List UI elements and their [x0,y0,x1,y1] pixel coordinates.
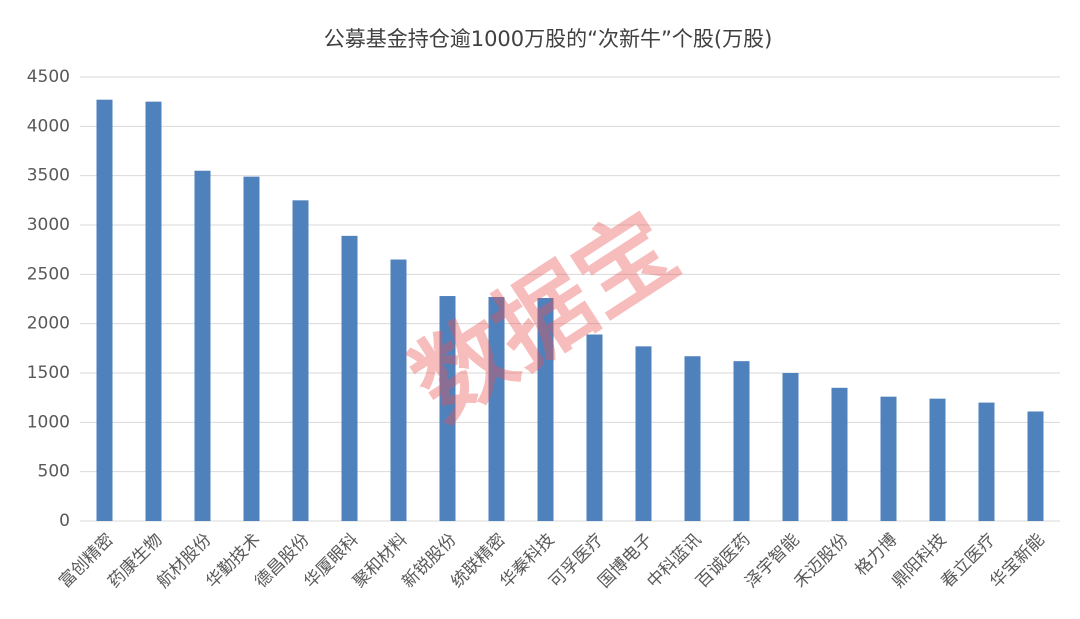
x-tick-label: 华宝新能 [986,530,1048,592]
bar [390,259,407,521]
bar [96,99,113,522]
y-tick-label: 2000 [27,314,70,334]
bar [635,346,652,521]
y-tick-label: 4500 [27,67,70,87]
bar [684,356,701,521]
bar [292,200,309,522]
bar [831,387,848,521]
bar [978,402,995,521]
bar [1027,411,1044,521]
bar [586,334,603,521]
bar [929,398,946,521]
bar [537,298,554,521]
bar [488,297,505,521]
y-tick-label: 1000 [27,412,70,432]
bar [733,361,750,521]
y-tick-label: 500 [38,462,70,482]
y-tick-label: 0 [59,511,70,531]
y-tick-label: 2500 [27,264,70,284]
y-tick-label: 4000 [27,116,70,136]
bar [439,296,456,521]
bar [341,235,358,521]
bar [145,101,162,522]
bar [880,396,897,521]
y-tick-label: 3000 [27,215,70,235]
bar [194,170,211,521]
chart-title: 公募基金持仓逾1000万股的“次新牛”个股(万股) [324,27,773,51]
x-tick-label: 禾迈股份 [790,530,852,592]
bar [243,176,260,522]
bar [782,373,799,521]
y-tick-label: 3500 [27,166,70,186]
y-tick-label: 1500 [27,363,70,383]
